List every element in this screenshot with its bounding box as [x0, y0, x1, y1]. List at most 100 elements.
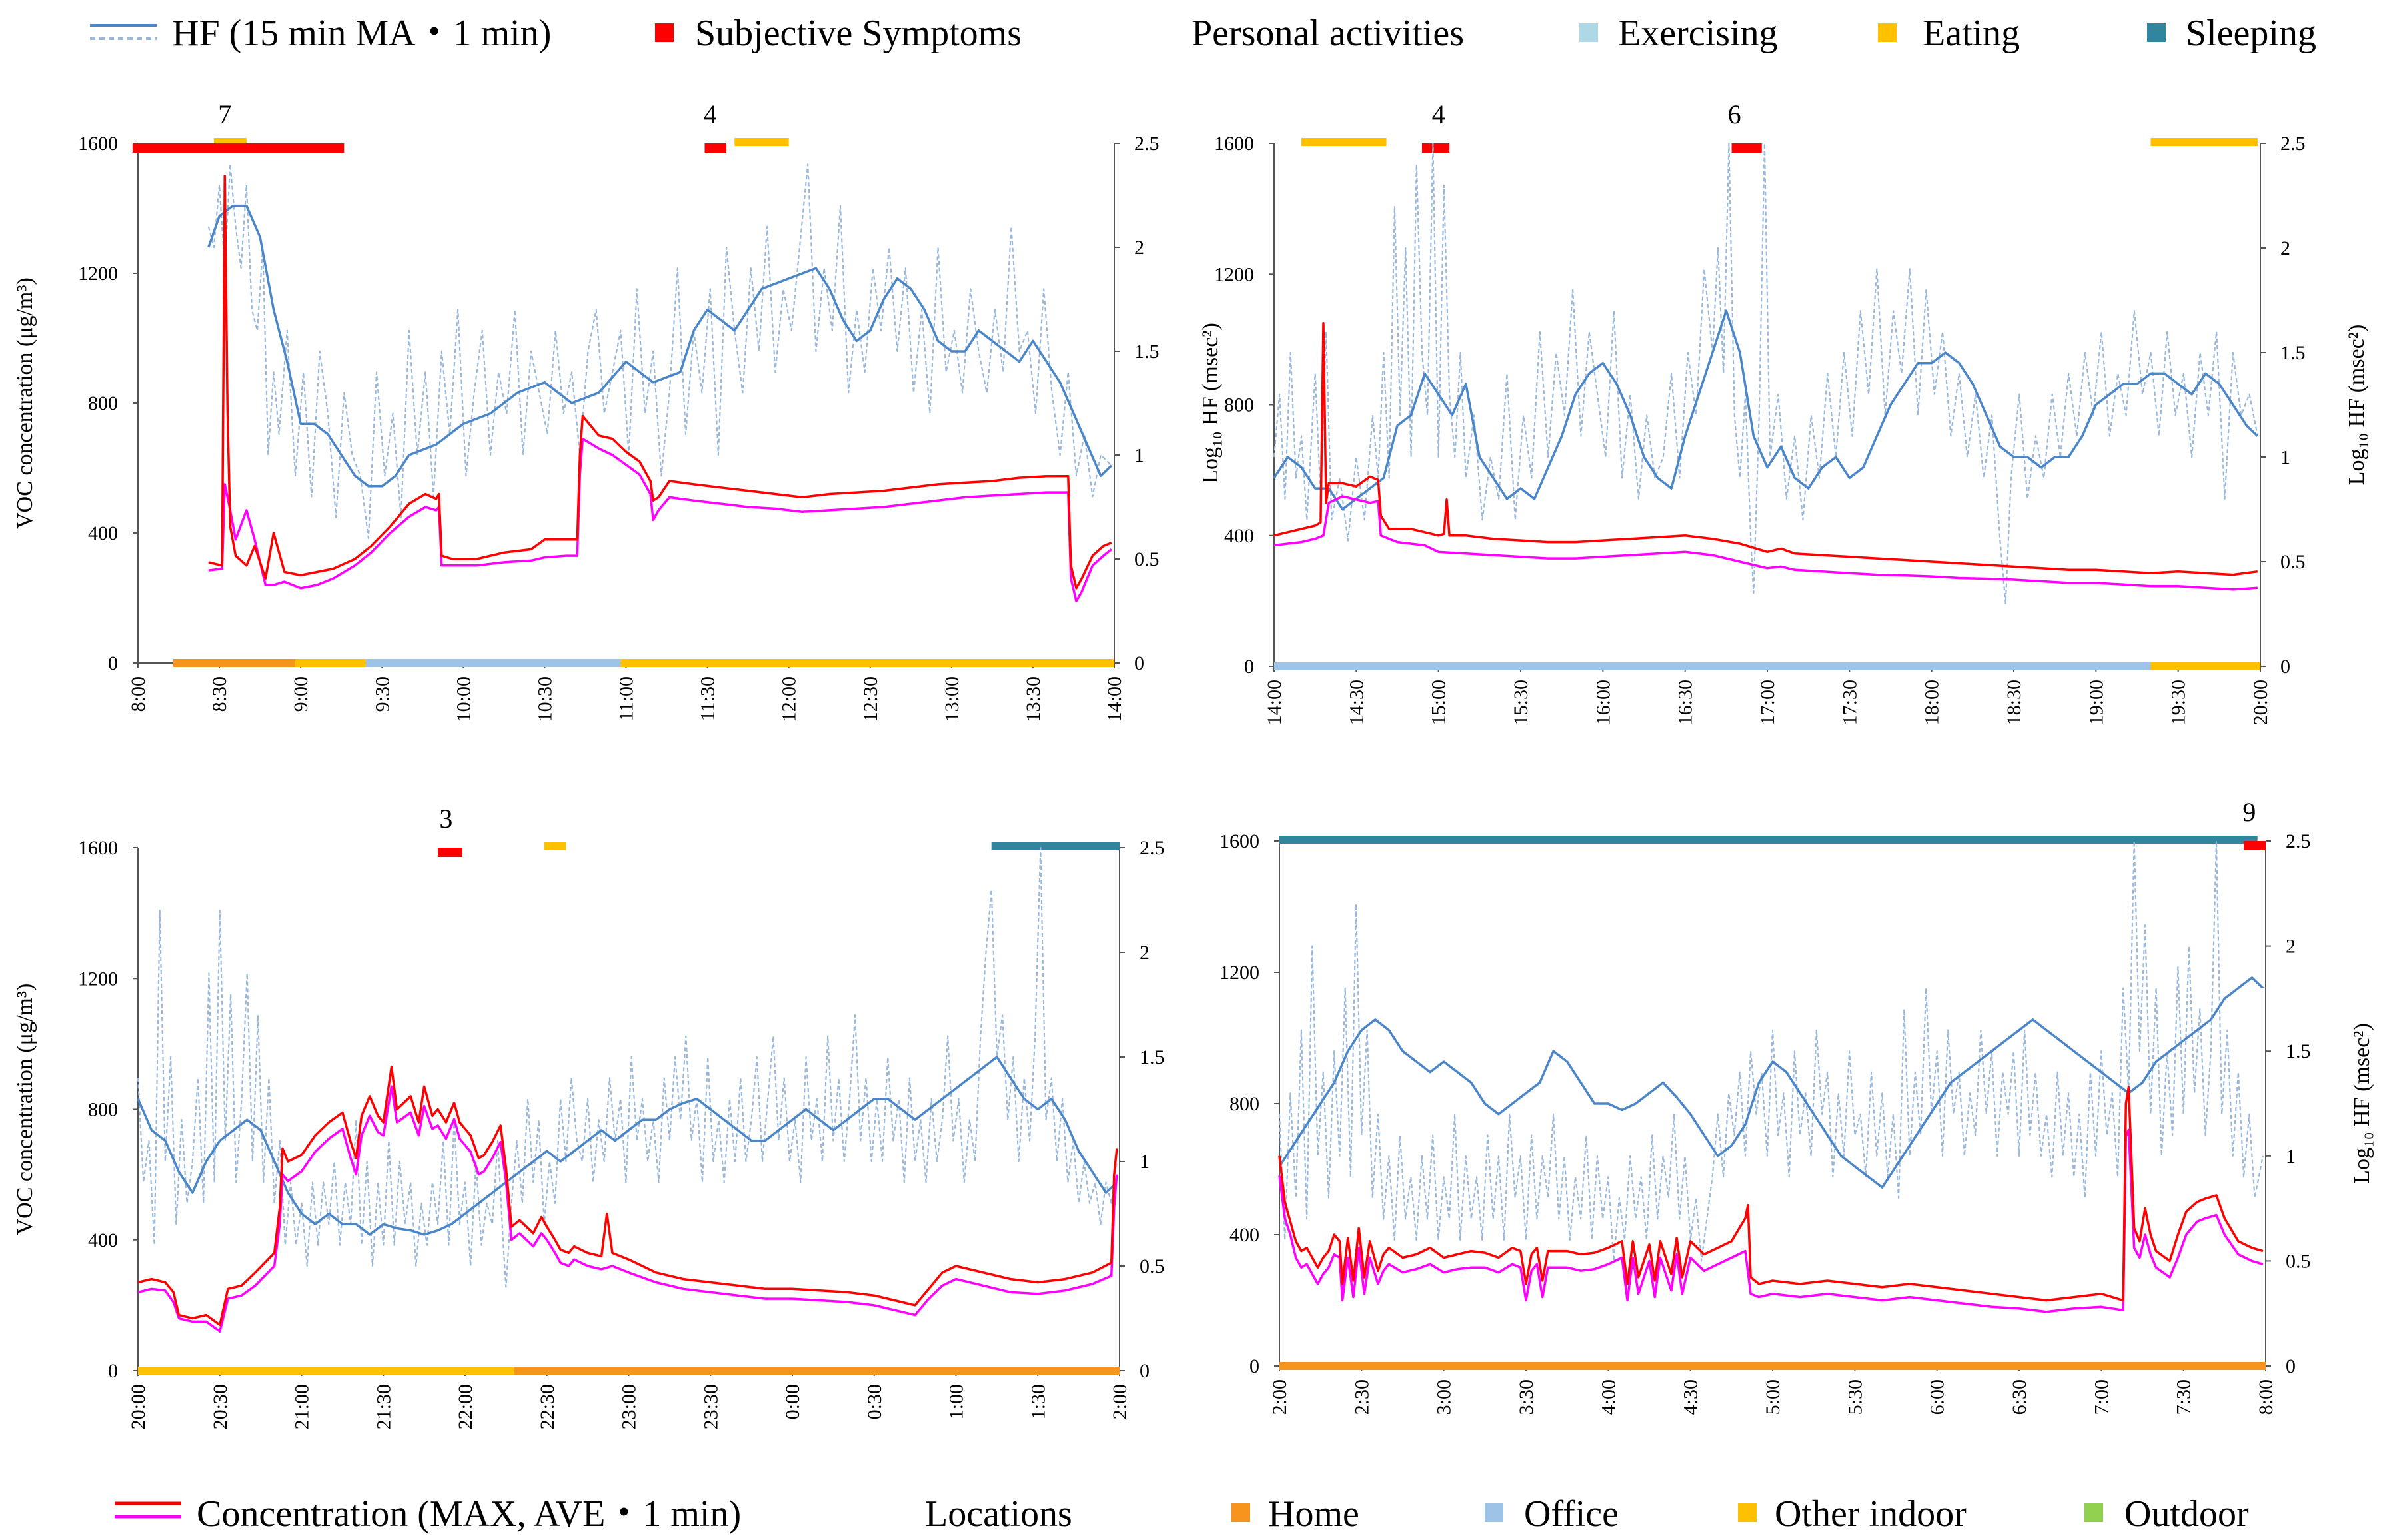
series-line-hf-15-min-ma	[1278, 976, 2264, 1189]
left-tick-label: 1200	[1214, 263, 1254, 285]
eating-legend-swatch	[1878, 23, 1897, 42]
x-tick-label: 20:00	[2250, 680, 2272, 725]
series-line-hf-1-min	[1278, 840, 2264, 1262]
left-tick-label: 1600	[78, 837, 118, 859]
right-tick-label: 2.5	[2280, 133, 2306, 155]
symptom-count-label: 9	[2242, 797, 2256, 827]
x-tick-label: 0:00	[782, 1384, 804, 1419]
eating-legend-label: Eating	[1923, 13, 2020, 54]
x-tick-label: 22:30	[536, 1384, 558, 1429]
x-tick-label: 4:00	[1597, 1379, 1619, 1415]
left-tick-label: 800	[1224, 394, 1254, 416]
x-tick-label: 16:00	[1592, 680, 1614, 725]
x-tick-label: 14:30	[1345, 680, 1367, 725]
activity-bar-eating	[1301, 138, 1387, 146]
left-tick-label: 800	[88, 1099, 118, 1121]
right-tick-label: 0.5	[2286, 1250, 2311, 1272]
left-tick-label: 1600	[78, 133, 118, 155]
x-tick-label: 4:30	[1680, 1379, 1702, 1415]
x-tick-label: 17:30	[1839, 680, 1861, 725]
left-axis-title: VOC concentration (μg/m³)	[13, 277, 37, 529]
other-indoor-legend-swatch	[1738, 1503, 1757, 1522]
x-tick-label: 15:30	[1510, 680, 1532, 725]
home-legend-label: Home	[1268, 1493, 1359, 1535]
x-tick-label: 8:30	[209, 676, 231, 712]
right-tick-label: 1.5	[1140, 1046, 1165, 1068]
exercising-legend-swatch	[1579, 23, 1598, 42]
left-tick-label: 400	[1229, 1224, 1259, 1246]
left-axis-title: VOC concentration (μg/m³)	[13, 984, 37, 1235]
location-bar-other-indoor	[295, 659, 366, 667]
right-axis-title: Log₁₀ HF (msec²)	[2344, 325, 2369, 486]
symptoms-legend-swatch	[655, 23, 674, 42]
location-bar-other-indoor	[620, 659, 1114, 667]
right-tick-label: 1.5	[1134, 341, 1160, 363]
x-tick-label: 23:00	[618, 1384, 640, 1429]
x-tick-label: 18:00	[1921, 680, 1943, 725]
right-tick-label: 0	[2286, 1355, 2296, 1377]
left-tick-label: 1600	[1219, 830, 1259, 852]
activities-legend-title: Personal activities	[1192, 13, 1464, 54]
outdoor-legend-label: Outdoor	[2124, 1493, 2249, 1535]
exercising-legend-label: Exercising	[1618, 13, 1777, 54]
activity-bar-sleeping	[1279, 836, 2258, 844]
location-bar-other-indoor	[138, 1367, 514, 1375]
activity-bar-eating	[2150, 138, 2258, 146]
x-tick-label: 1:30	[1027, 1384, 1049, 1419]
series-line-max	[208, 175, 1112, 590]
x-tick-label: 2:30	[1351, 1379, 1373, 1415]
symptoms-legend-label: Subjective Symptoms	[695, 13, 1022, 54]
symptom-bar	[438, 848, 462, 857]
right-tick-label: 1	[1140, 1151, 1150, 1173]
right-tick-label: 0.5	[1140, 1255, 1165, 1277]
x-tick-label: 12:30	[860, 676, 882, 722]
office-legend-swatch	[1485, 1503, 1503, 1522]
x-tick-label: 11:00	[616, 676, 638, 721]
home-legend-swatch	[1231, 1503, 1250, 1522]
activity-bar-sleeping	[991, 842, 1120, 850]
series-line-hf-15-min-ma	[137, 1056, 1118, 1236]
symptom-count-label: 3	[439, 804, 452, 834]
x-tick-label: 7:00	[2090, 1379, 2112, 1415]
location-bar-home	[1279, 1362, 2266, 1370]
symptom-bar	[704, 143, 727, 153]
series-line-ave	[1278, 1128, 2264, 1313]
x-tick-label: 22:00	[454, 1384, 476, 1429]
x-tick-label: 16:30	[1675, 680, 1697, 725]
left-tick-label: 400	[88, 522, 118, 544]
bottom-legend: Concentration (MAX, AVE・1 min) Locations…	[115, 1493, 2249, 1535]
left-tick-label: 1200	[1219, 962, 1259, 984]
series-line-hf-15-min-ma	[207, 204, 1113, 488]
x-tick-label: 10:00	[452, 676, 474, 722]
x-tick-label: 6:30	[2008, 1379, 2030, 1415]
right-axis-title: Log₁₀ HF (msec²)	[1198, 323, 1223, 484]
location-bar-home	[173, 659, 296, 667]
series-line-max	[1278, 1086, 2264, 1302]
right-tick-label: 1	[1134, 444, 1144, 466]
right-tick-label: 2	[1140, 942, 1150, 964]
x-tick-label: 18:30	[2003, 680, 2025, 725]
symptom-bar	[132, 143, 345, 153]
x-tick-label: 13:00	[941, 676, 963, 722]
x-tick-label: 10:30	[534, 676, 556, 722]
left-tick-label: 0	[108, 652, 118, 674]
left-tick-label: 800	[1229, 1093, 1259, 1115]
x-tick-label: 11:30	[697, 676, 719, 721]
x-tick-label: 2:00	[1109, 1384, 1131, 1419]
location-bar-other-indoor	[2150, 662, 2260, 670]
chart-panel-4: 0 400 800 1200 1600 0 0.5 1 1.5 2 2.5 2:00 2:30 3:00 3…	[1219, 797, 2374, 1415]
x-tick-label: 19:00	[2085, 680, 2107, 725]
x-tick-label: 19:30	[2168, 680, 2190, 725]
right-tick-label: 1.5	[2280, 342, 2306, 364]
x-tick-label: 20:00	[127, 1384, 149, 1429]
x-tick-label: 1:00	[946, 1384, 968, 1419]
left-tick-label: 1200	[78, 968, 118, 990]
x-tick-label: 8:00	[127, 676, 149, 712]
left-tick-label: 0	[1244, 656, 1254, 678]
x-tick-label: 23:30	[700, 1384, 722, 1429]
chart-panel-2: 0 400 800 1200 1600 0 0.5 1 1.5 2 2.5 14:00 14:30 15:…	[1214, 99, 2369, 725]
sleeping-legend-label: Sleeping	[2186, 13, 2316, 54]
series-line-ave	[1273, 495, 2258, 591]
series-line-max	[137, 1065, 1118, 1327]
